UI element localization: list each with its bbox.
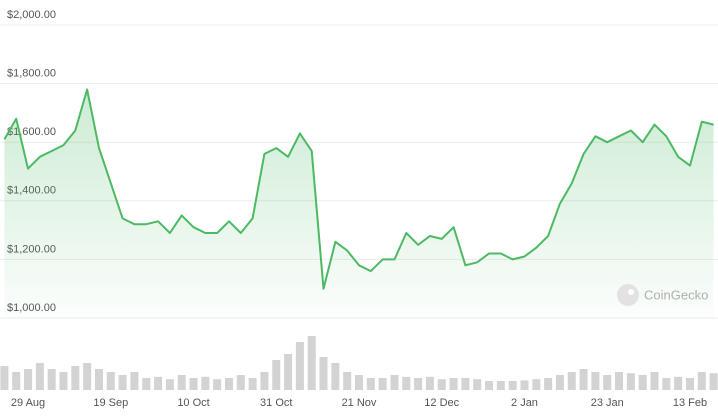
price-line (3, 88, 714, 290)
volume-bar (189, 378, 198, 390)
x-tick-label: 19 Sep (93, 397, 128, 409)
watermark-logo (617, 284, 639, 306)
volume-bar (414, 378, 423, 390)
volume-bar (295, 342, 304, 390)
volume-bar (284, 354, 293, 390)
volume-bar (662, 378, 671, 390)
volume-bar (449, 378, 458, 390)
volume-bar (591, 372, 600, 390)
volume-bar (650, 372, 659, 390)
x-tick-label: 31 Oct (260, 397, 292, 409)
volume-bar (520, 380, 529, 390)
volume-bar (213, 379, 222, 390)
volume-bar (674, 376, 683, 390)
volume-bar (201, 376, 210, 390)
volume-bar (437, 379, 446, 390)
x-tick-label: 13 Feb (673, 397, 707, 409)
x-tick-label: 12 Dec (424, 397, 459, 409)
volume-bar (260, 372, 269, 390)
volume-bar (626, 373, 635, 390)
volume-bar (35, 363, 44, 390)
volume-bar (106, 372, 115, 390)
volume-bar (248, 378, 257, 390)
volume-bar (709, 373, 718, 390)
plot: $1,000.00$1,200.00$1,400.00$1,600.00$1,8… (0, 9, 718, 409)
volume-bar (425, 376, 434, 390)
volume-bar (496, 381, 505, 390)
volume-bar (579, 369, 588, 390)
y-tick-label: $1,800.00 (7, 68, 56, 80)
volume-bar (71, 366, 80, 390)
volume-bar (0, 366, 9, 390)
volume-bar (366, 378, 375, 390)
volume-bar (343, 372, 352, 390)
volume-bar (532, 379, 541, 390)
volume-bar (24, 369, 33, 390)
volume-bar (508, 381, 517, 390)
x-tick-label: 29 Aug (11, 397, 45, 409)
volume-bar (154, 376, 163, 390)
x-tick-label: 2 Jan (511, 397, 538, 409)
price-area (4, 89, 714, 318)
volume-bar (59, 372, 68, 390)
volume-bar (142, 378, 151, 390)
volume-bar (47, 369, 56, 390)
volume-bar (567, 372, 576, 390)
volume-bar (94, 369, 103, 390)
x-tick-label: 10 Oct (177, 397, 209, 409)
volume-bar (83, 363, 92, 390)
volume-bar (473, 379, 482, 390)
volume-bar (236, 375, 245, 390)
volume-bar (12, 372, 21, 390)
x-tick-label: 23 Jan (591, 397, 624, 409)
volume-bar (402, 376, 411, 390)
volume-bar (319, 357, 328, 390)
volume-bar (118, 375, 127, 390)
volume-bar (331, 363, 340, 390)
volume-bar (130, 372, 139, 390)
volume-bar (638, 375, 647, 390)
volume-bar (485, 381, 494, 390)
volume-bar (378, 378, 387, 390)
volume-bar (224, 378, 233, 390)
y-tick-label: $2,000.00 (7, 9, 56, 21)
volume-bar (544, 378, 553, 390)
volume-bar (603, 375, 612, 390)
volume-bar (685, 378, 694, 390)
volume-bar (555, 375, 564, 390)
volume-bar (307, 336, 316, 390)
watermark: CoinGecko (644, 287, 708, 302)
volume-bar (615, 372, 624, 390)
volume-bar (177, 375, 186, 390)
volume-bar (272, 360, 281, 390)
volume-bar (461, 378, 470, 390)
volume-bar (390, 375, 399, 390)
volume-bar (697, 372, 706, 390)
volume-bar (355, 375, 363, 390)
volume-bar (165, 379, 174, 390)
x-tick-label: 21 Nov (342, 397, 377, 409)
